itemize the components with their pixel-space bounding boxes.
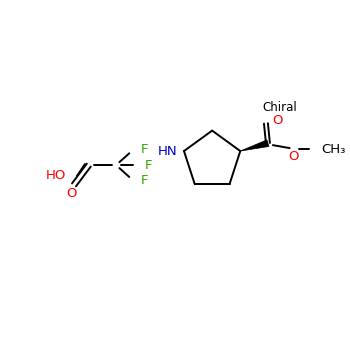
- Text: HN: HN: [158, 145, 177, 158]
- Text: CH₃: CH₃: [321, 142, 345, 156]
- Text: Chiral: Chiral: [262, 101, 297, 114]
- Text: O: O: [288, 150, 299, 163]
- Text: HO: HO: [46, 169, 66, 182]
- Polygon shape: [240, 140, 269, 151]
- Text: F: F: [141, 174, 149, 187]
- Text: O: O: [66, 187, 76, 200]
- Text: F: F: [145, 159, 153, 172]
- Text: F: F: [141, 143, 149, 156]
- Text: O: O: [272, 114, 282, 127]
